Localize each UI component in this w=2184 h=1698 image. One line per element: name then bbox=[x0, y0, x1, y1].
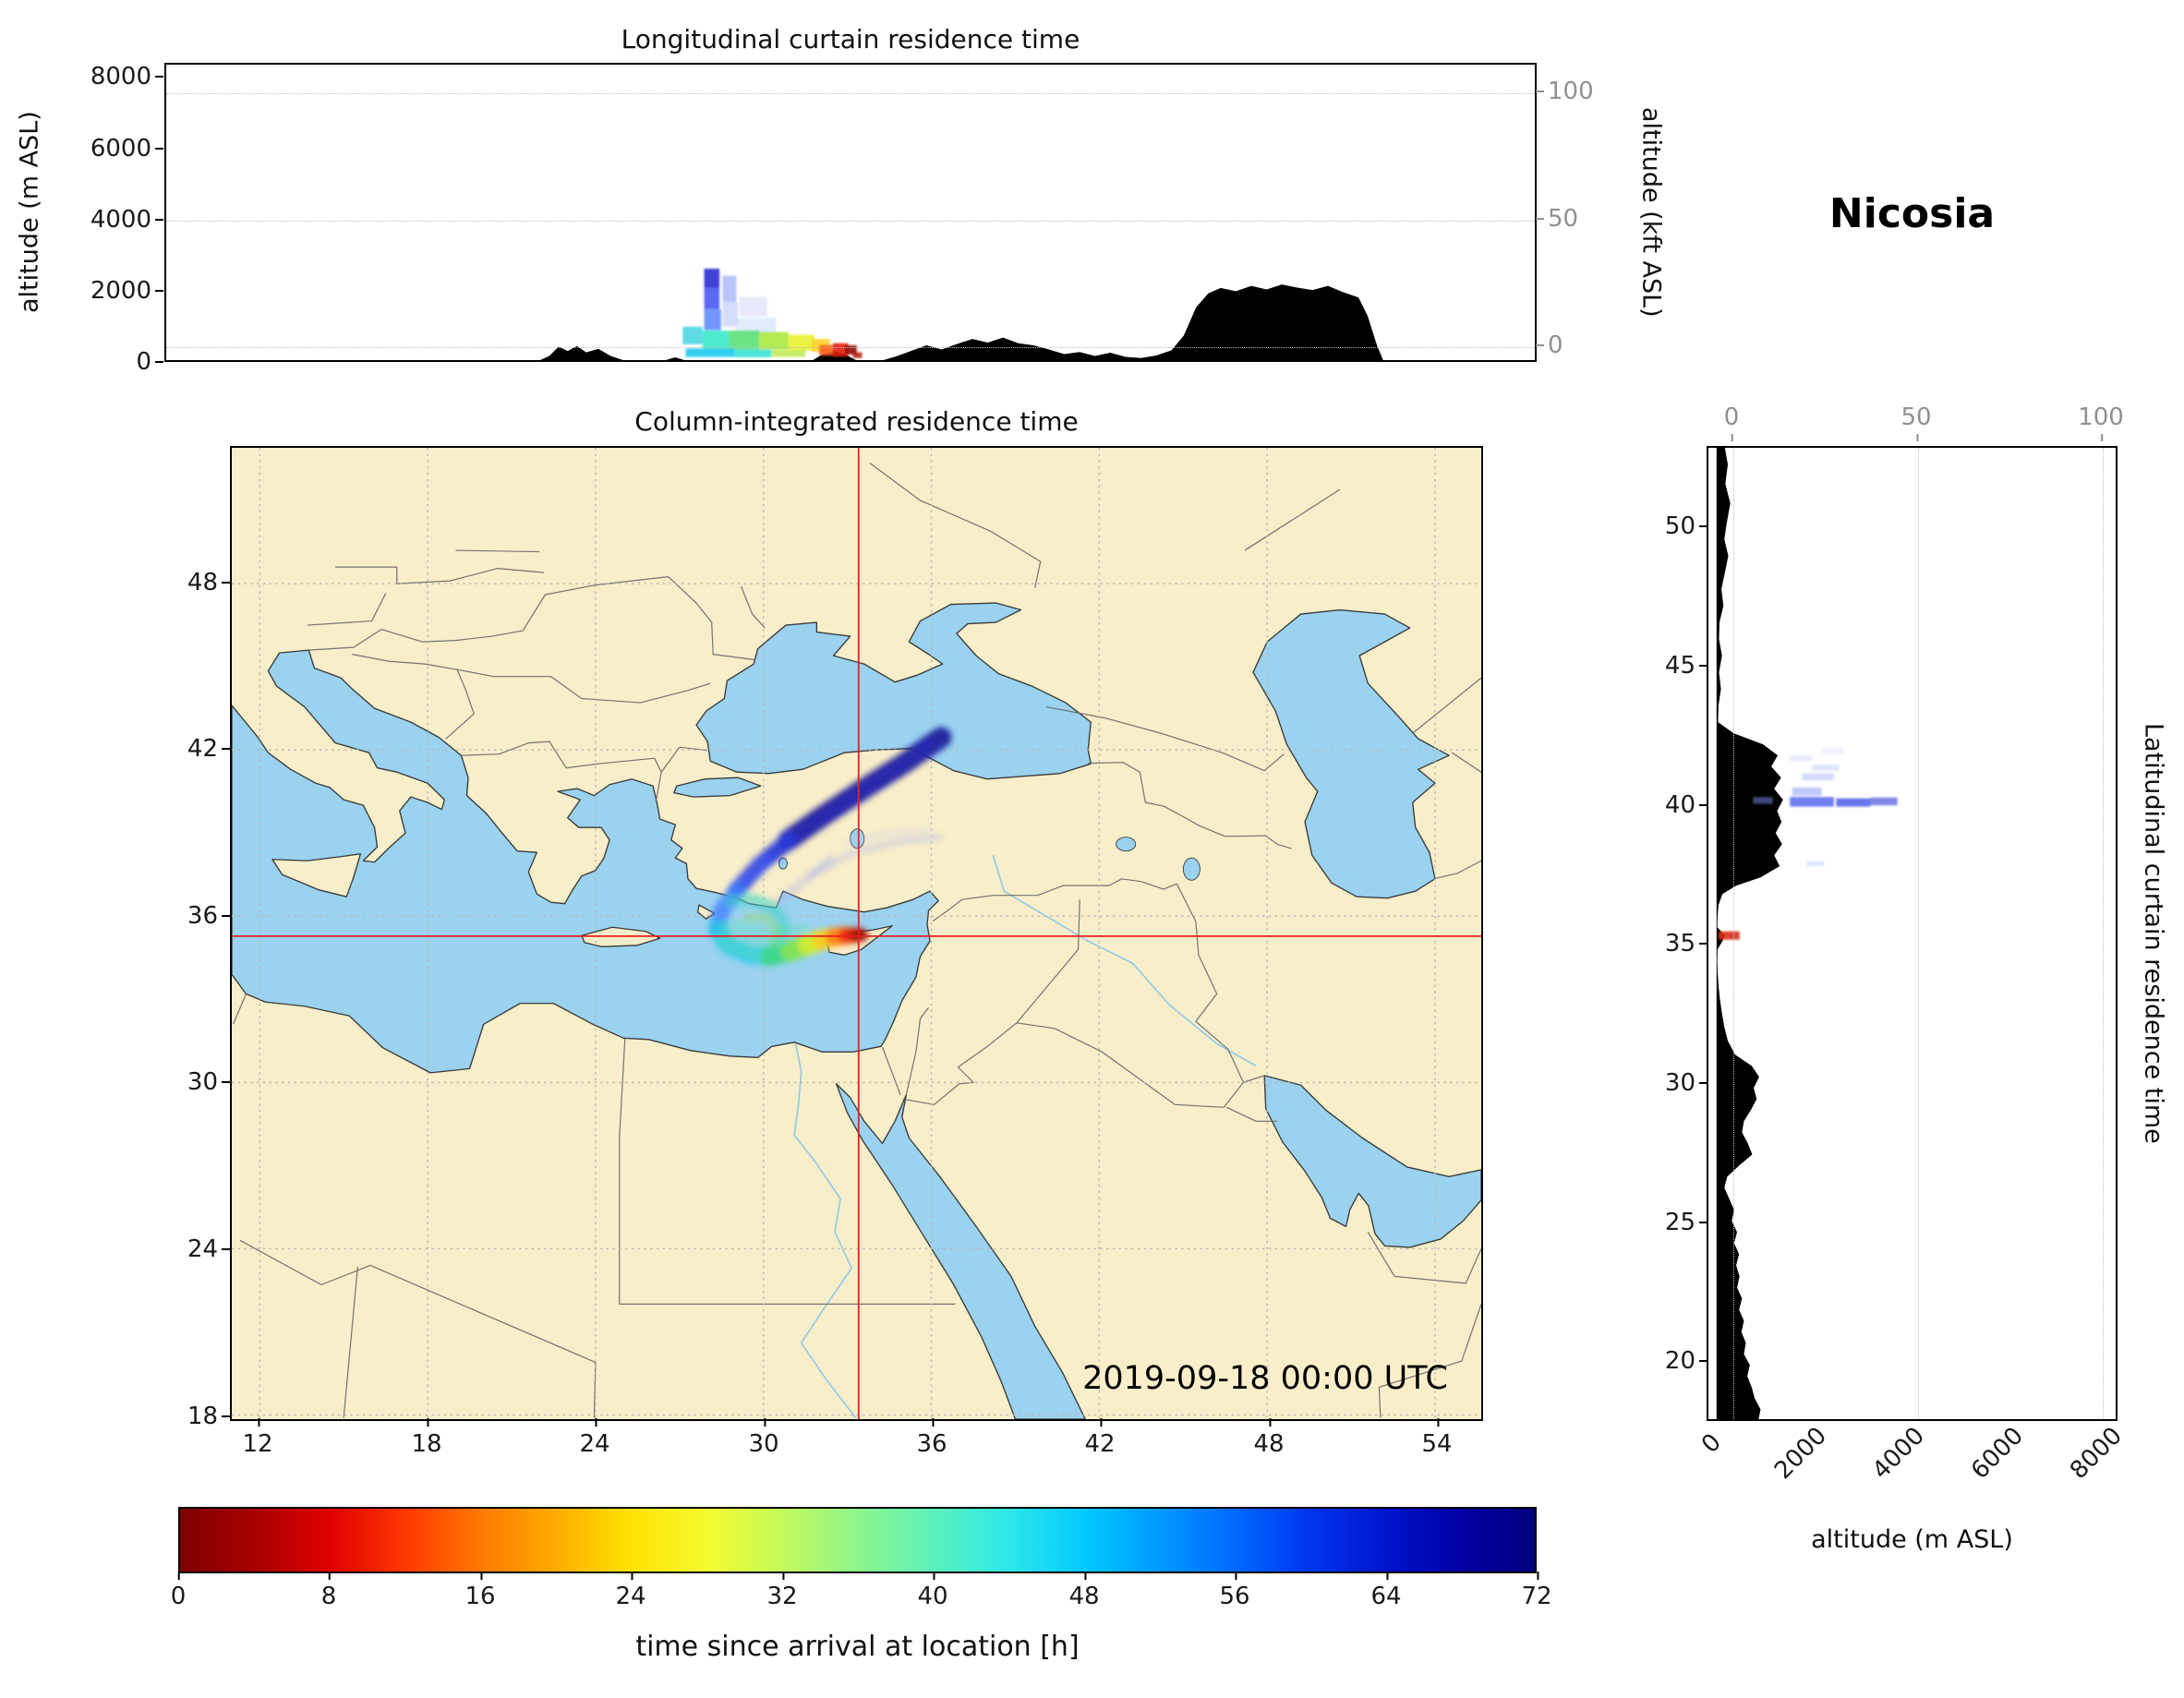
tick-label: 8 bbox=[320, 1572, 337, 1610]
tick-label: 40 bbox=[917, 1572, 948, 1610]
tick-label: 56 bbox=[1219, 1572, 1250, 1610]
tick-label: 6000 bbox=[1965, 1422, 2029, 1486]
tick-label: 24 bbox=[139, 1235, 230, 1263]
right-xlabel: altitude (m ASL) bbox=[1811, 1525, 2013, 1554]
page-title: Nicosia bbox=[1828, 190, 1996, 237]
tick-label: 48 bbox=[139, 569, 230, 596]
tick-label: 24 bbox=[615, 1572, 646, 1610]
tick-label: 30 bbox=[748, 1418, 779, 1458]
tick-label: 6000 bbox=[90, 135, 163, 163]
map-panel bbox=[230, 446, 1483, 1421]
longitudinal-curtain-canvas bbox=[166, 268, 1535, 360]
tick-label: 18 bbox=[139, 1403, 230, 1430]
latitudinal-curtain-panel bbox=[1707, 446, 2118, 1421]
tick-label: 72 bbox=[1521, 1572, 1552, 1610]
tick-label: 50 bbox=[1623, 512, 1707, 540]
right-side-label: Latitudinal curtain residence time bbox=[2139, 723, 2168, 1144]
tick-label: 42 bbox=[1084, 1418, 1116, 1458]
tick-label: 4000 bbox=[1866, 1422, 1930, 1486]
tick-label: 0 bbox=[170, 1572, 187, 1610]
top-ylabel-right: altitude (kft ASL) bbox=[1636, 107, 1666, 318]
tick-label: 50 bbox=[1535, 205, 1579, 233]
tick-label: 54 bbox=[1421, 1418, 1453, 1458]
tick-label: 100 bbox=[2078, 403, 2124, 441]
gridline bbox=[2103, 448, 2105, 1419]
gridline bbox=[166, 347, 1535, 349]
gridline bbox=[1732, 448, 1734, 1419]
tick-label: 32 bbox=[766, 1572, 798, 1610]
tick-label: 0 bbox=[89, 348, 163, 376]
tick-label: 50 bbox=[1900, 403, 1932, 441]
tick-label: 35 bbox=[1623, 930, 1707, 957]
longitudinal-curtain-title: Longitudinal curtain residence time bbox=[621, 24, 1080, 54]
tick-label: 4000 bbox=[90, 206, 163, 234]
tick-label: 0 bbox=[1723, 403, 1740, 441]
tick-label: 42 bbox=[139, 735, 230, 763]
gridline bbox=[1918, 448, 1919, 1419]
tick-label: 36 bbox=[139, 902, 230, 930]
tick-label: 100 bbox=[1536, 78, 1594, 105]
latitudinal-curtain-canvas bbox=[1716, 448, 1898, 1419]
top-ylabel-left: altitude (m ASL) bbox=[15, 111, 44, 314]
tick-label: 0 bbox=[1536, 331, 1563, 359]
map-canvas bbox=[232, 448, 1481, 1419]
tick-label: 36 bbox=[916, 1418, 947, 1458]
tick-label: 48 bbox=[1253, 1418, 1285, 1458]
tick-label: 16 bbox=[465, 1572, 496, 1610]
tick-label: 30 bbox=[139, 1068, 230, 1096]
gridline bbox=[166, 92, 1535, 94]
tick-label: 20 bbox=[1623, 1347, 1707, 1375]
tick-label: 8000 bbox=[90, 63, 163, 90]
longitudinal-curtain-panel bbox=[164, 63, 1537, 362]
tick-label: 25 bbox=[1623, 1209, 1707, 1236]
tick-label: 64 bbox=[1370, 1572, 1402, 1610]
colorbar bbox=[178, 1507, 1537, 1573]
tick-label: 40 bbox=[1623, 791, 1707, 819]
tick-label: 24 bbox=[579, 1418, 610, 1458]
gridline bbox=[166, 220, 1535, 222]
tick-label: 2000 bbox=[90, 277, 163, 305]
timestamp-label: 2019-09-18 00:00 UTC bbox=[1082, 1360, 1448, 1397]
colorbar-gradient bbox=[180, 1509, 1535, 1572]
map-title: Column-integrated residence time bbox=[634, 406, 1079, 437]
tick-label: 2000 bbox=[1768, 1422, 1832, 1486]
tick-label: 8000 bbox=[2064, 1422, 2128, 1486]
tick-label: 12 bbox=[242, 1418, 273, 1458]
tick-label: 30 bbox=[1623, 1069, 1707, 1097]
tick-label: 0 bbox=[1696, 1428, 1727, 1459]
tick-label: 45 bbox=[1623, 652, 1707, 680]
tick-label: 18 bbox=[411, 1418, 442, 1458]
tick-label: 48 bbox=[1068, 1572, 1100, 1610]
colorbar-label: time since arrival at location [h] bbox=[635, 1631, 1080, 1663]
